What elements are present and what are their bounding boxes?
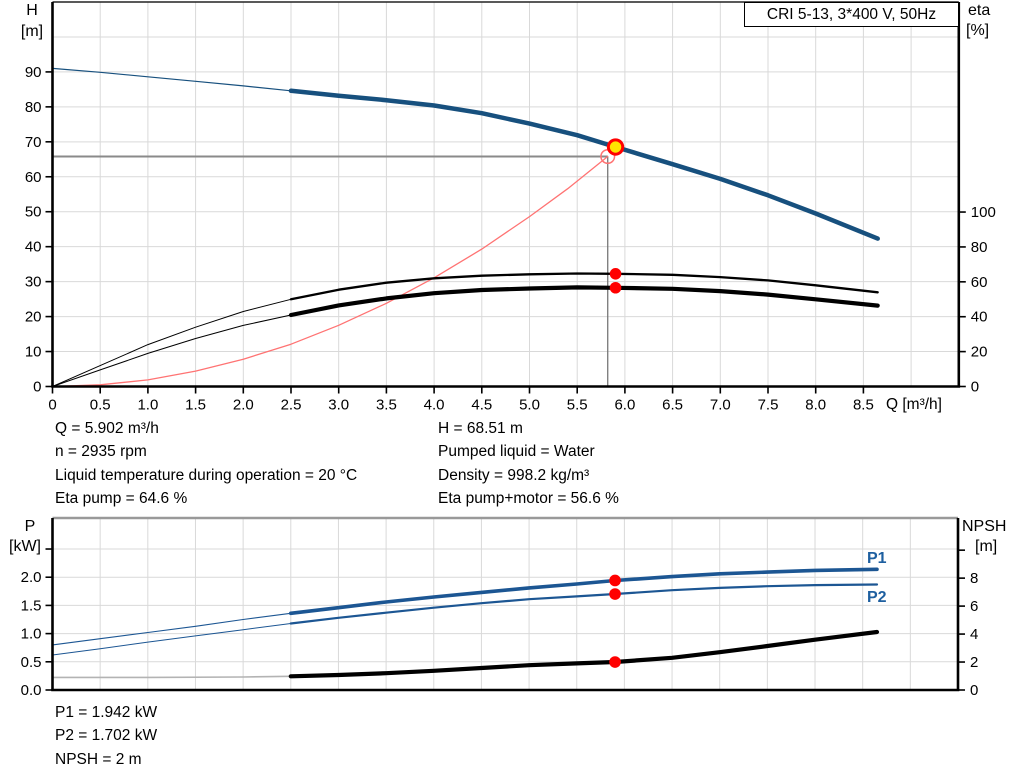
info-pumped-liquid: Pumped liquid = Water [438,443,595,461]
tick-label-right: 4 [970,626,978,643]
power-axis-unit: [kW] [9,538,41,555]
tick-label-left: 40 [25,239,42,256]
curve-npsh [51,675,292,679]
eta-pump-dot-marker [609,268,622,280]
tick-label-x: 4.5 [471,397,492,414]
info-eta-pump-motor: Eta pump+motor = 56.6 % [438,490,619,508]
duty-point-marker [606,138,625,156]
curve-head [51,67,292,92]
curve-npsh [288,629,880,679]
curve-eta-pump [52,298,292,387]
tick-label-x: 6.5 [662,397,683,414]
duty-info-right: H = 68.51 m Pumped liquid = Water Densit… [438,417,619,511]
tick-label-right: 40 [971,309,988,326]
tick-label-left: 20 [25,309,42,326]
tick-label-left: 2.0 [21,569,42,586]
tick-label-x: 3.5 [376,397,397,414]
info-speed: n = 2935 rpm [55,443,147,461]
eta-pump-motor-dot-marker [609,281,622,294]
tick-label-x: 3.0 [328,397,349,414]
tick-label-left: 0 [33,379,41,396]
curve-p2 [289,583,879,625]
curve-eta-pump [289,272,879,301]
info-flow: Q = 5.902 m³/h [55,420,159,437]
curve-eta-pump-motor [52,314,292,387]
tick-label-x: 7.5 [758,397,779,414]
tick-label-left: 1.0 [21,626,42,643]
npsh-axis-title: NPSH [962,518,1007,535]
info-npsh: NPSH = 2 m [55,750,142,768]
eta-axis-unit: [%] [966,22,990,39]
info-p2: P2 = 1.702 kW [55,727,158,745]
tick-label-left: 30 [25,274,42,291]
tick-label-right: 0 [971,379,979,396]
tick-label-left: 80 [25,99,42,116]
tick-label-right: 0 [970,682,978,699]
info-head: H = 68.51 m [438,420,523,437]
info-density: Density = 998.2 kg/m³ [438,466,590,484]
npsh-dot-marker [609,656,621,668]
p2-curve-label: P2 [867,589,887,606]
p1-dot-marker [609,574,621,587]
tick-label-left: 0.0 [21,682,42,699]
tick-label-left: 60 [25,169,42,186]
tick-label-x: 1.0 [137,397,158,414]
duty-info-left: Q = 5.902 m³/h n = 2935 rpm Liquid tempe… [55,417,357,511]
info-liquid-temperature: Liquid temperature during operation = 20… [55,466,358,484]
tick-label-x: 8.5 [853,397,874,414]
tick-label-x: 2.5 [281,397,302,414]
tick-label-left: 0.5 [21,654,42,671]
tick-label-right: 2 [970,654,978,671]
power-info: P1 = 1.942 kW P2 = 1.702 kW NPSH = 2 m [55,701,157,771]
power-axis-title: P [24,518,36,535]
curve-system-curve [51,155,609,388]
curve-p1 [289,567,879,616]
p1-curve-label: P1 [867,550,887,567]
tick-label-x: 6.0 [614,397,635,414]
p2-dot-marker [609,588,621,600]
tick-label-right: 60 [971,274,988,291]
tick-label-left: 90 [25,64,42,81]
curve-eta-pump-motor [288,285,880,318]
flow-axis-unit: Q [m³/h] [886,396,942,413]
head-axis-unit: [m] [20,23,44,40]
tick-label-x: 7.0 [710,397,731,414]
curve-head [288,88,880,241]
tick-label-right: 100 [971,204,996,221]
tick-label-right: 6 [970,598,978,615]
tick-label-left: 50 [25,204,42,221]
info-eta-pump: Eta pump = 64.6 % [55,490,188,508]
tick-label-right: 8 [970,570,978,587]
head-axis-title: H [26,2,38,19]
tick-label-x: 0 [48,397,56,414]
tick-label-left: 70 [25,134,42,151]
tick-label-x: 1.5 [185,397,206,414]
tick-label-x: 2.0 [233,397,254,414]
tick-label-left: 1.5 [21,597,42,614]
curve-p2 [52,623,292,656]
tick-label-right: 20 [971,344,988,361]
pump-model-box: CRI 5-13, 3*400 V, 50Hz [744,2,959,27]
info-p1: P1 = 1.942 kW [55,704,158,721]
tick-label-x: 5.5 [567,397,588,414]
tick-label-x: 0.5 [90,397,111,414]
curve-p1 [51,612,292,646]
tick-label-right: 80 [971,239,988,256]
npsh-axis-unit: [m] [975,538,998,555]
eta-axis-title: eta [968,2,991,19]
tick-label-left: 10 [25,344,42,361]
tick-label-x: 5.0 [519,397,540,414]
tick-label-x: 4.0 [424,397,445,414]
tick-label-x: 8.0 [805,397,826,414]
